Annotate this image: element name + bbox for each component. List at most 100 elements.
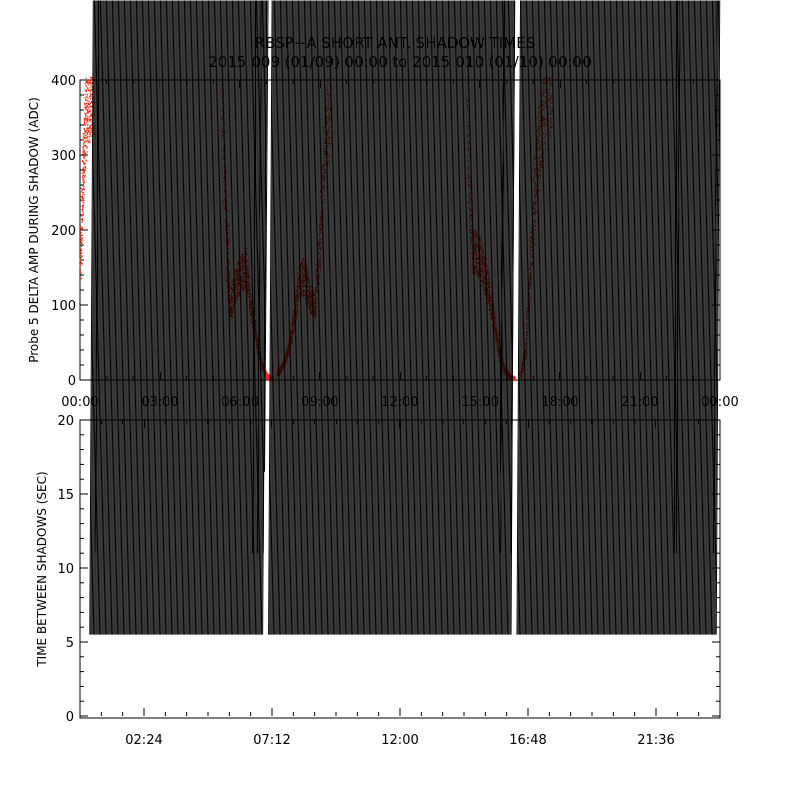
top-data-point [222,110,224,112]
top-data-point [539,135,541,137]
top-data-point [84,169,86,171]
top-data-point [508,377,510,379]
top-data-point [79,254,82,256]
top-data-point [475,271,478,273]
top-data-point [80,248,82,250]
top-data-point [479,269,481,271]
bottom-x-tick-label: 02:24 [125,733,162,748]
top-data-point [329,120,331,122]
top-data-point [80,250,82,252]
top-data-point [85,86,87,88]
top-data-point [527,334,529,336]
top-data-point [84,119,86,121]
top-data-point [296,296,299,299]
top-data-point [321,241,323,243]
top-data-point [86,109,88,111]
top-data-point [531,249,533,251]
top-data-point [467,135,469,137]
top-data-point [489,282,491,284]
top-data-point [227,252,229,254]
baseline-marker [197,0,202,635]
baseline-marker [185,0,190,635]
top-data-point [239,276,241,278]
top-data-point [467,77,469,79]
top-data-point [90,124,93,126]
top-data-point [241,284,243,286]
top-data-point [240,276,242,278]
baseline-marker [360,0,366,635]
top-data-point [307,285,309,288]
top-data-point [89,95,91,97]
top-data-point [325,150,327,152]
baseline-marker [140,0,146,635]
baseline-marker [155,0,160,635]
top-data-point [85,81,87,83]
top-data-point [251,302,253,304]
top-data-point [262,364,265,366]
bottom-y-tick-label: 0 [66,710,74,725]
top-data-point [309,282,311,284]
top-data-point [85,98,87,101]
top-data-point [241,258,243,260]
top-data-point [83,120,86,122]
baseline-marker [367,0,373,635]
top-data-point [469,153,471,155]
top-data-point [83,176,85,179]
top-data-point [82,145,85,147]
top-data-point [289,337,291,339]
baseline-marker [382,0,387,635]
baseline-marker [173,0,178,635]
top-data-point [88,118,90,120]
top-data-point [83,186,85,188]
top-data-point [250,285,252,287]
top-data-point [250,310,252,312]
top-data-point [248,276,251,278]
baseline-marker [275,0,280,635]
baseline-marker [106,0,111,635]
top-data-point [89,125,91,128]
top-data-point [81,228,83,230]
baseline-marker [228,0,234,635]
baseline-marker [258,0,264,635]
top-data-point [80,273,82,275]
top-data-point [468,143,470,145]
baseline-marker [103,0,109,635]
baseline-marker [162,0,168,635]
top-data-point [302,294,304,296]
baseline-marker [250,0,255,635]
top-data-point [222,158,224,160]
baseline-marker [107,0,112,635]
top-data-point [85,82,87,84]
top-data-point [326,105,328,107]
top-data-point [225,220,227,222]
top-data-point [525,334,528,336]
top-data-point [89,89,91,91]
baseline-marker [329,0,334,635]
top-data-point [329,115,331,117]
baseline-marker [130,0,135,635]
top-data-point [87,82,89,84]
top-data-point [528,293,530,295]
top-data-point [262,368,265,370]
top-data-point [88,110,90,113]
top-data-point [282,365,284,367]
top-data-point [282,367,284,369]
top-data-point [88,101,90,103]
top-data-point [84,134,86,136]
top-data-point [83,162,85,164]
top-data-point [486,270,488,272]
baseline-marker [392,0,398,635]
top-data-point [549,110,552,112]
baseline-marker [324,0,330,635]
baseline-marker [241,0,247,635]
baseline-marker [368,0,374,635]
baseline-marker [295,0,301,635]
top-data-point [248,310,251,312]
top-data-point [87,104,89,107]
top-data-point [90,84,92,86]
top-data-point [475,258,478,260]
top-data-point [87,139,89,141]
top-data-point [501,356,503,359]
top-data-point [90,94,92,96]
top-data-point [227,239,229,241]
